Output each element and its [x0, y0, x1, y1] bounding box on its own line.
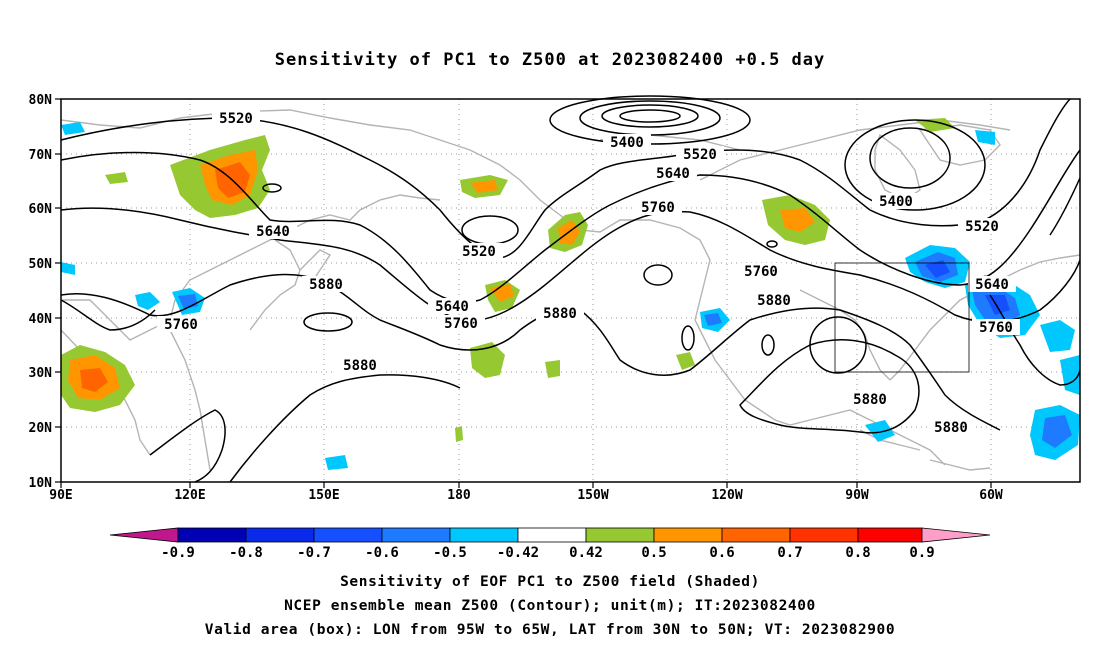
colorbar-swatch — [381, 527, 451, 543]
colorbar-label: 0.6 — [709, 545, 734, 561]
lon-label: 60W — [979, 488, 1003, 503]
colorbar-label: 0.42 — [569, 545, 603, 561]
colorbar-swatch — [789, 527, 859, 543]
contour-label: 5520 — [462, 244, 496, 260]
sensitivity-shading — [61, 118, 1080, 470]
colorbar-swatch — [245, 527, 315, 543]
colorbar-label: 0.8 — [845, 545, 870, 561]
lat-label: 40N — [29, 312, 53, 327]
colorbar-label: 0.9 — [909, 545, 934, 561]
lon-label: 90E — [49, 488, 72, 503]
contour-label: 5880 — [853, 392, 887, 408]
contour-label: 5760 — [979, 320, 1013, 336]
colorbar-swatch — [177, 527, 247, 543]
contour-labels: 5520 5400 5520 5640 5760 5400 5520 5640 … — [157, 110, 1020, 436]
lat-label: 20N — [29, 421, 53, 436]
valid-area-box — [834, 262, 970, 373]
colorbar-label: 0.5 — [641, 545, 666, 561]
colorbar-swatch — [449, 527, 519, 543]
colorbar-swatch — [857, 527, 923, 543]
lat-label: 30N — [29, 366, 53, 381]
colorbar-label: -0.6 — [365, 545, 399, 561]
contour-label: 5640 — [435, 299, 469, 315]
contour-label: 5760 — [641, 200, 675, 216]
lon-label: 150E — [308, 488, 339, 503]
contour-label: 5880 — [309, 277, 343, 293]
lon-label: 120W — [711, 488, 742, 503]
contour-label: 5760 — [744, 264, 778, 280]
colorbar-label: -0.9 — [161, 545, 195, 561]
contour-label: 5520 — [683, 147, 717, 163]
contour-label: 5760 — [164, 317, 198, 333]
colorbar-label: -0.42 — [497, 545, 539, 561]
colorbar-swatch — [653, 527, 723, 543]
colorbar-low-triangle — [109, 527, 179, 543]
latitude-labels: 80N 70N 60N 50N 40N 30N 20N 10N — [29, 93, 53, 491]
footer-line-valid-area: Valid area (box): LON from 95W to 65W, L… — [204, 622, 896, 638]
lon-label: 150W — [577, 488, 608, 503]
contour-label: 5400 — [610, 135, 644, 151]
lat-label: 50N — [29, 257, 53, 272]
colorbar-high-triangle — [921, 527, 991, 543]
longitude-labels: 90E 120E 150E 180 150W 120W 90W 60W — [49, 488, 1003, 503]
lon-label: 120E — [174, 488, 205, 503]
lat-label: 80N — [29, 93, 53, 108]
colorbar-swatch — [721, 527, 791, 543]
colorbar-label: -0.7 — [297, 545, 331, 561]
contour-label: 5400 — [879, 194, 913, 210]
contour-label: 5640 — [256, 224, 290, 240]
lat-label: 70N — [29, 148, 53, 163]
colorbar-label: 0.7 — [777, 545, 802, 561]
contour-label: 5880 — [543, 306, 577, 322]
colorbar: -0.9 -0.8 -0.7 -0.6 -0.5 -0.42 0.42 0.5 … — [109, 527, 991, 561]
contour-label: 5640 — [975, 277, 1009, 293]
contour-label: 5880 — [934, 420, 968, 436]
contour-label: 5520 — [219, 111, 253, 127]
lon-label: 90W — [845, 488, 869, 503]
positive-sensitivity-areas — [61, 118, 955, 442]
lat-label: 60N — [29, 202, 53, 217]
contour-label: 5760 — [444, 316, 478, 332]
colorbar-label: -0.5 — [433, 545, 467, 561]
axis-ticks — [55, 98, 992, 488]
lat-label: 10N — [29, 476, 53, 491]
contour-label: 5520 — [965, 219, 999, 235]
map-frame — [60, 98, 1081, 483]
colorbar-swatch — [585, 527, 655, 543]
contour-label: 5880 — [757, 293, 791, 309]
colorbar-swatch — [313, 527, 383, 543]
contour-label: 5640 — [656, 166, 690, 182]
lon-label: 180 — [447, 488, 471, 503]
footer-line-contour: NCEP ensemble mean Z500 (Contour); unit(… — [284, 598, 816, 614]
colorbar-label: -0.8 — [229, 545, 263, 561]
colorbar-swatch — [517, 527, 587, 543]
map-title: Sensitivity of PC1 to Z500 at 2023082400… — [274, 50, 826, 70]
footer-line-shaded: Sensitivity of EOF PC1 to Z500 field (Sh… — [340, 574, 760, 590]
contour-label: 5880 — [343, 358, 377, 374]
coastlines — [60, 109, 1081, 471]
